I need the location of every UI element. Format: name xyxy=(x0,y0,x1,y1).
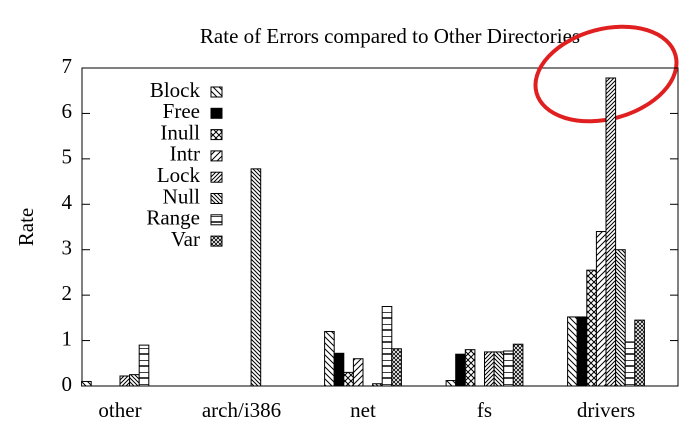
y-tick-label: 3 xyxy=(62,236,73,260)
y-tick-label: 4 xyxy=(62,190,73,214)
legend-swatch xyxy=(210,193,223,204)
bar xyxy=(493,351,505,387)
chart-title: Rate of Errors compared to Other Directo… xyxy=(200,24,580,48)
bar xyxy=(567,316,578,387)
legend-label: Inull xyxy=(160,120,200,144)
y-tick-label: 7 xyxy=(62,54,73,78)
x-tick-label: net xyxy=(350,398,376,422)
y-tick-label: 5 xyxy=(62,145,73,169)
bar xyxy=(484,351,495,387)
y-tick-label: 1 xyxy=(62,326,73,350)
legend-swatch xyxy=(210,86,223,98)
bar xyxy=(455,353,466,387)
bar xyxy=(81,380,92,387)
bar xyxy=(464,349,476,387)
legend-label: Block xyxy=(150,78,201,102)
legend-swatch xyxy=(210,171,223,183)
y-tick-label: 6 xyxy=(62,99,73,123)
legend-label: Intr xyxy=(170,142,200,166)
bar xyxy=(352,358,364,387)
highlight-ellipse xyxy=(533,24,679,124)
bar xyxy=(595,231,607,387)
x-tick-label: arch/i386 xyxy=(202,398,281,422)
legend-swatch xyxy=(210,214,223,226)
bar xyxy=(503,350,514,387)
legend-swatch xyxy=(210,107,223,119)
bar xyxy=(138,344,150,387)
bar xyxy=(586,269,597,387)
bar xyxy=(512,343,524,387)
x-tick-label: other xyxy=(98,398,141,422)
bar xyxy=(119,375,131,387)
bar xyxy=(634,319,645,387)
bar xyxy=(445,380,457,387)
bar xyxy=(391,348,402,387)
bar xyxy=(343,371,354,387)
y-axis-label: Rate xyxy=(14,208,38,246)
legend-label: Lock xyxy=(157,163,201,187)
x-tick-label: fs xyxy=(477,398,492,422)
bar xyxy=(372,383,383,387)
bar xyxy=(250,168,262,387)
bar xyxy=(324,330,335,387)
bar xyxy=(605,77,617,387)
bar xyxy=(381,306,393,387)
bar xyxy=(576,316,588,387)
legend-label: Free xyxy=(163,99,200,123)
legend-swatch xyxy=(210,150,223,162)
x-tick-label: drivers xyxy=(577,398,635,422)
bar xyxy=(129,374,140,387)
legend-swatch xyxy=(210,235,223,247)
legend-label: Null xyxy=(163,184,201,208)
bar xyxy=(624,341,636,387)
legend-label: Var xyxy=(171,227,200,251)
y-tick-label: 0 xyxy=(62,372,73,396)
bar xyxy=(615,249,626,387)
legend-label: Range xyxy=(146,206,200,230)
y-tick-label: 2 xyxy=(62,281,73,305)
legend-swatch xyxy=(210,129,223,141)
bar xyxy=(333,352,345,387)
